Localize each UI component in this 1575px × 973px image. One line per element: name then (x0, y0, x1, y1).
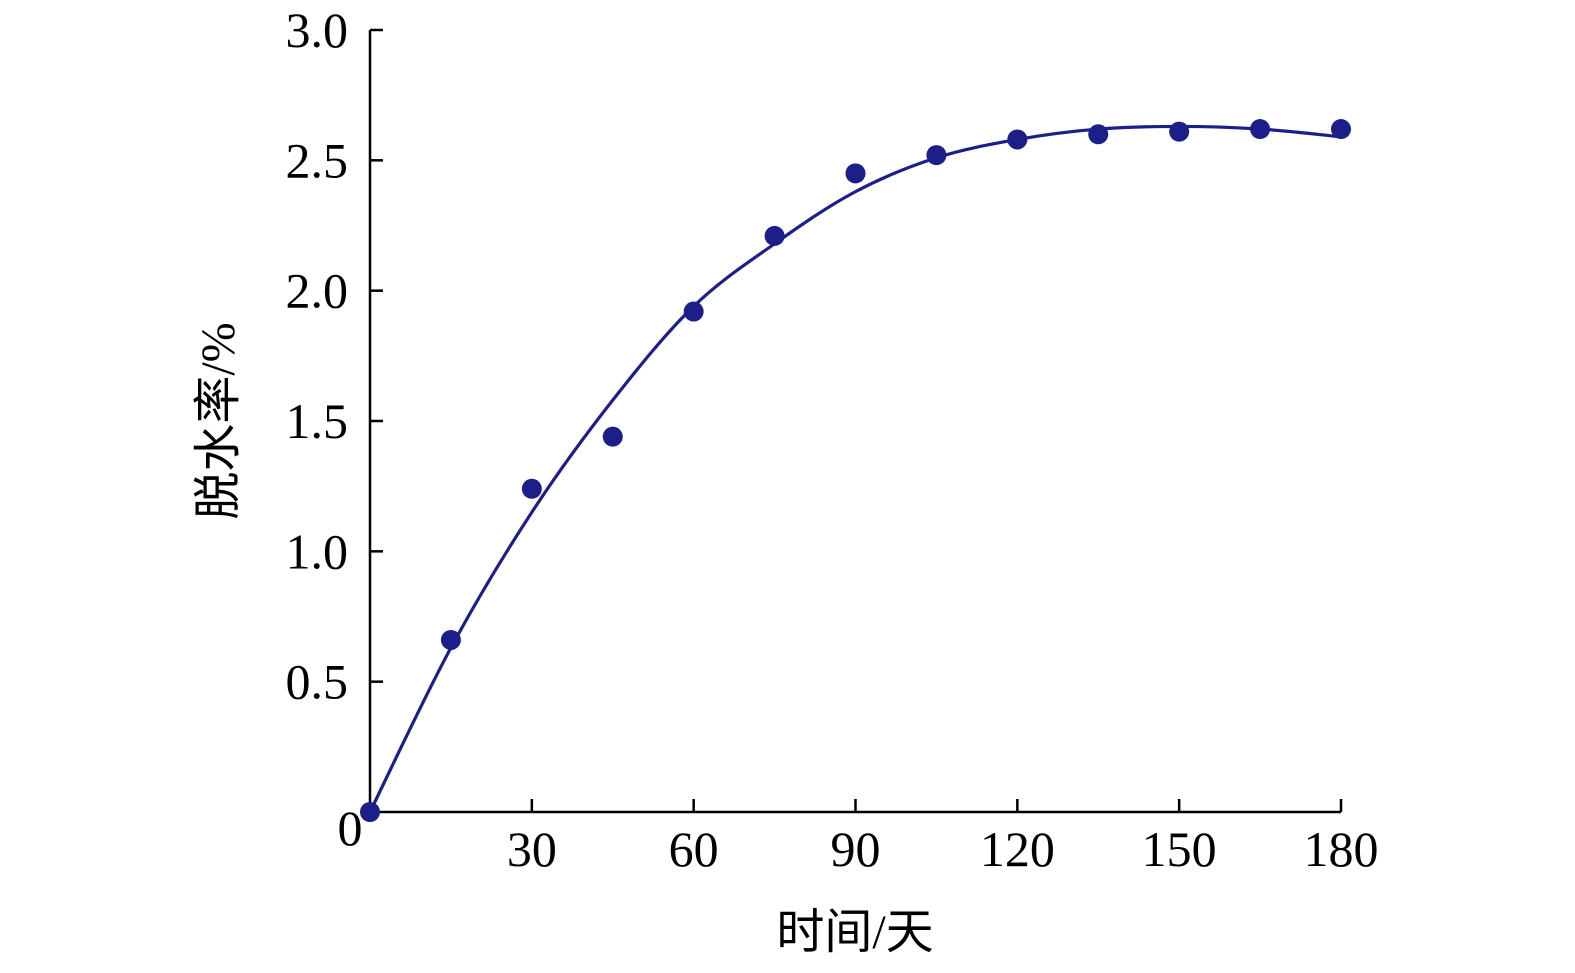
data-point (1007, 129, 1028, 150)
x-tick-label: 150 (1142, 821, 1217, 877)
data-points-layer (360, 119, 1351, 822)
y-tick-label: 2.5 (286, 132, 349, 188)
x-ticks: 30 60 90 120 150 180 (507, 799, 1379, 877)
data-point (764, 225, 785, 246)
data-point (1088, 124, 1109, 145)
y-tick-label: 0.5 (286, 654, 349, 710)
data-point (926, 145, 947, 166)
x-tick-label: 60 (669, 821, 719, 877)
origin-label: 0 (338, 800, 363, 856)
y-tick-label: 1.0 (286, 523, 349, 579)
axes (368, 30, 1341, 814)
x-axis-label: 时间/天 (776, 906, 933, 959)
data-point (1331, 119, 1351, 140)
data-point (1169, 121, 1190, 142)
data-point (521, 478, 542, 499)
data-point (360, 802, 380, 822)
x-tick-label: 180 (1304, 821, 1379, 877)
x-tick-label: 30 (507, 821, 557, 877)
y-tick-label: 3.0 (286, 2, 349, 58)
fit-curve (368, 124, 1342, 813)
x-tick-label: 90 (831, 821, 881, 877)
y-ticks: 0.5 1.0 1.5 2.0 2.5 3.0 (286, 2, 383, 710)
data-point (440, 629, 461, 650)
y-axis-label: 脱水率/% (192, 322, 245, 519)
data-point (683, 301, 704, 322)
data-point (602, 426, 623, 447)
y-tick-label: 2.0 (286, 263, 349, 319)
data-point (1250, 119, 1271, 140)
data-point (845, 163, 866, 184)
x-tick-label: 120 (980, 821, 1055, 877)
fit-curve-layer (368, 124, 1342, 813)
y-tick-label: 1.5 (286, 393, 349, 449)
